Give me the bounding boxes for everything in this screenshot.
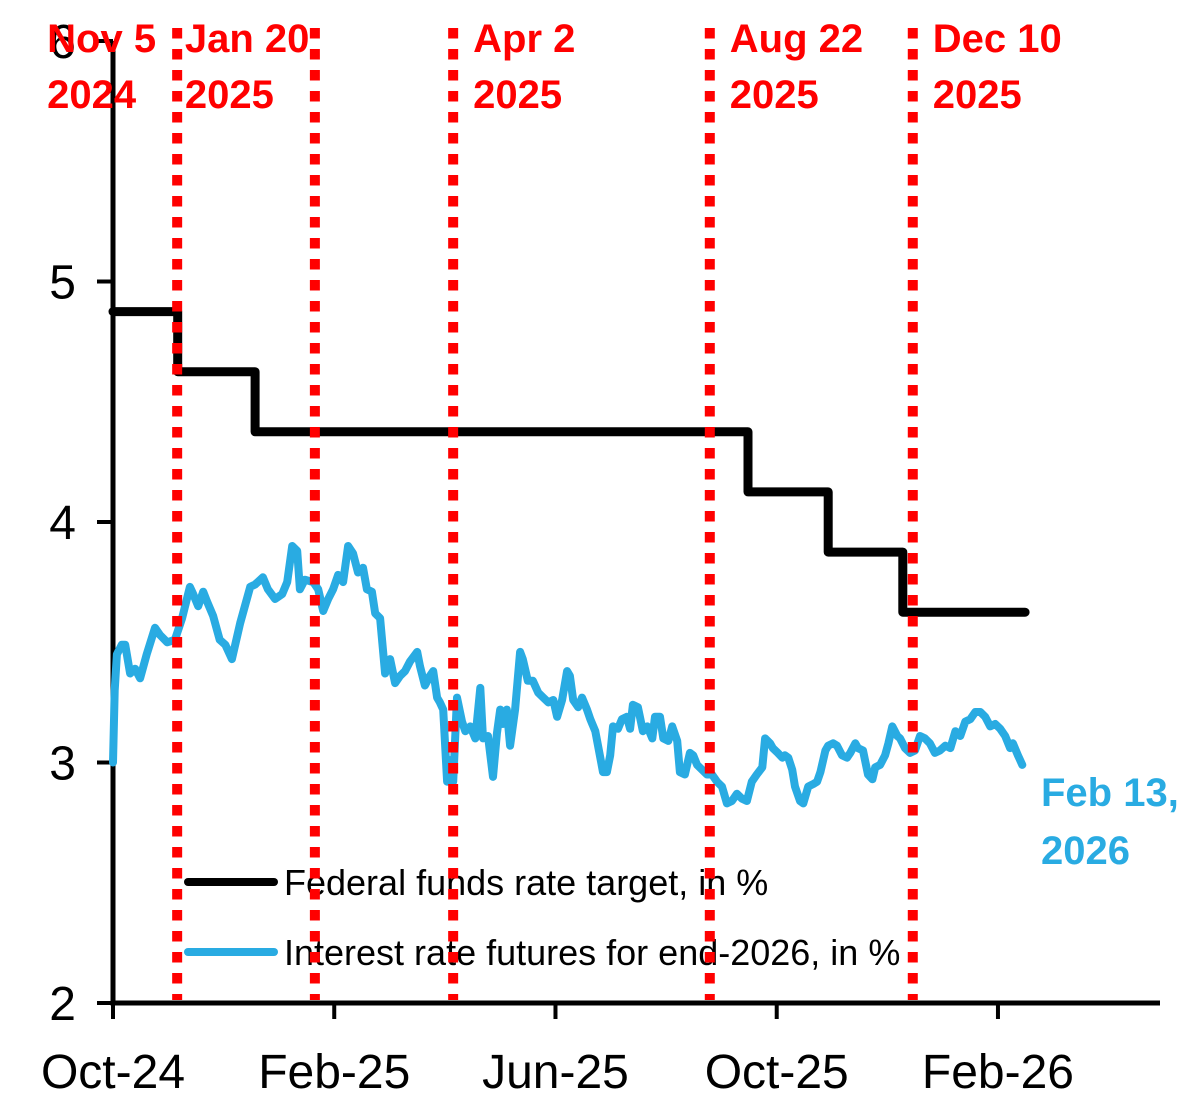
- y-tick-label: 5: [49, 257, 76, 310]
- x-tick-label: Jun-25: [482, 1046, 629, 1099]
- event-date-label: Aug 22: [730, 17, 863, 61]
- event-year-label: 2025: [185, 73, 274, 117]
- y-axis: 6 5 4 3 2: [49, 16, 113, 1031]
- y-tick-label: 6: [49, 16, 76, 69]
- event-date-label: Apr 2: [473, 17, 575, 61]
- event-year-label: 2024: [47, 73, 137, 117]
- annotation-line1: Feb 13,: [1041, 771, 1179, 815]
- event-year-label: 2025: [473, 73, 562, 117]
- y-tick-label: 4: [49, 497, 76, 550]
- x-tick-label: Oct-24: [41, 1046, 185, 1099]
- annotation-line2: 2026: [1041, 829, 1130, 873]
- axis-lines: [110, 41, 1160, 1006]
- event-date-label: Dec 10: [933, 17, 1062, 61]
- annotation-feb-13-2026: Feb 13, 2026: [1041, 771, 1179, 873]
- futures-line: [109, 542, 1027, 808]
- event-date-label: Nov 5: [47, 17, 156, 61]
- y-tick-label: 2: [49, 978, 76, 1031]
- x-tick-label: Feb-26: [922, 1046, 1074, 1099]
- event-year-label: 2025: [933, 73, 1022, 117]
- x-axis: Oct-24 Feb-25 Jun-25 Oct-25 Feb-26: [41, 1003, 1074, 1099]
- event-date-label: Jan 20: [185, 17, 310, 61]
- event-year-label: 2025: [730, 73, 819, 117]
- legend-futures-label: Interest rate futures for end-2026, in %: [284, 932, 900, 973]
- event-markers: Nov 5 2024 Jan 20 2025 Apr 2 2025 Aug 22 2025 De…: [47, 17, 1062, 1000]
- x-tick-label: Feb-25: [258, 1046, 410, 1099]
- x-tick-label: Oct-25: [705, 1046, 849, 1099]
- legend: Federal funds rate target, in % Interest…: [184, 862, 900, 973]
- y-tick-label: 3: [49, 738, 76, 791]
- legend-fed-label: Federal funds rate target, in %: [284, 862, 768, 903]
- fed-funds-rate-line: [108, 307, 1030, 617]
